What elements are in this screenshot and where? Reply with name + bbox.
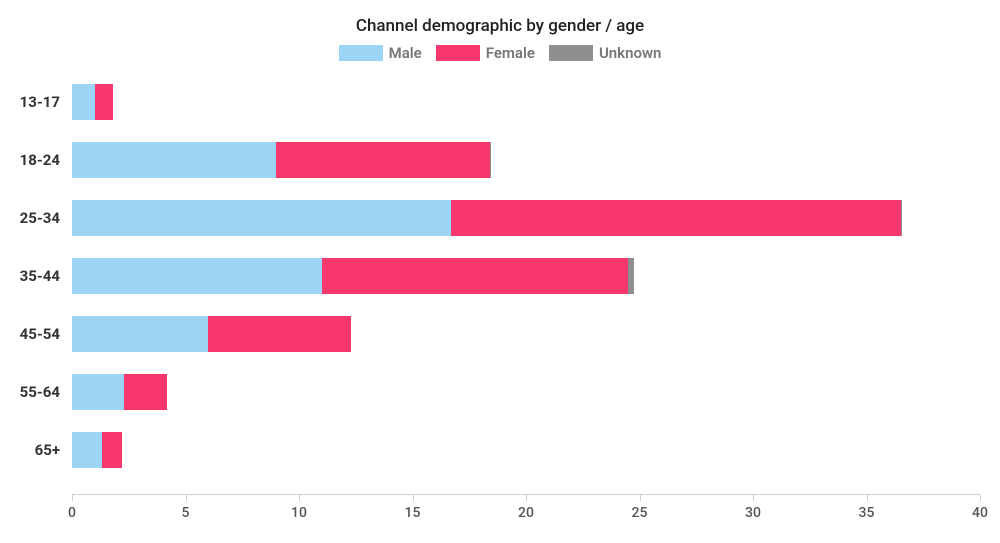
x-tick [753,495,754,501]
bar-segment-female [451,200,900,236]
x-tick-label: 30 [745,505,761,521]
bar-segment-male [72,316,208,352]
x-tick [186,495,187,501]
x-tick-label: 25 [632,505,648,521]
x-tick [867,495,868,501]
bar-segment-male [72,200,451,236]
x-tick-label: 5 [182,505,190,521]
bar-segment-male [72,84,95,120]
bar-segment-female [124,374,167,410]
bar-segment-female [322,258,628,294]
x-tick-label: 20 [518,505,534,521]
x-tick [526,495,527,501]
x-tick [299,495,300,501]
legend-swatch-unknown [549,45,593,61]
bar-segment-unknown [628,258,634,294]
bar-segment-female [102,432,122,468]
legend-item-unknown: Unknown [549,44,661,62]
legend-item-female: Female [436,44,535,62]
legend-swatch-male [339,45,383,61]
bar-segment-male [72,432,102,468]
category-label: 25-34 [20,209,72,227]
demographic-chart: Channel demographic by gender / age Male… [0,0,1000,543]
bar-segment-male [72,374,124,410]
legend-item-male: Male [339,44,422,62]
x-tick-label: 15 [405,505,421,521]
legend-label-female: Female [486,44,535,62]
x-tick [72,495,73,501]
x-tick-label: 10 [291,505,307,521]
category-label: 65+ [35,441,72,459]
x-tick-label: 40 [972,505,988,521]
category-label: 55-64 [20,383,72,401]
category-label: 18-24 [20,151,72,169]
bar-segment-male [72,258,322,294]
chart-legend: Male Female Unknown [0,44,1000,62]
x-tick [640,495,641,501]
x-tick-label: 0 [68,505,76,521]
category-label: 13-17 [20,93,72,111]
category-label: 35-44 [20,267,72,285]
legend-label-unknown: Unknown [599,44,661,62]
category-label: 45-54 [20,325,72,343]
x-tick-label: 35 [859,505,875,521]
x-tick [413,495,414,501]
bar-segment-unknown [490,142,491,178]
bar-segment-female [276,142,489,178]
bar-segment-unknown [901,200,902,236]
bar-segment-male [72,142,276,178]
legend-swatch-female [436,45,480,61]
legend-label-male: Male [389,44,422,62]
plot-area: 051015202530354013-1718-2425-3435-4445-5… [72,78,980,495]
chart-title: Channel demographic by gender / age [0,16,1000,36]
x-tick [980,495,981,501]
bar-segment-female [208,316,351,352]
bar-segment-female [95,84,113,120]
